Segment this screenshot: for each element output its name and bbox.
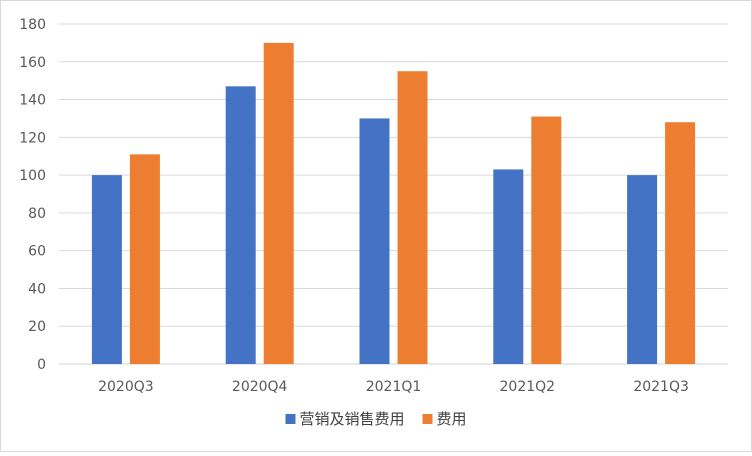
legend-label: 营销及销售费用 — [299, 410, 404, 428]
y-tick-label: 100 — [19, 168, 46, 184]
legend: 营销及销售费用 费用 — [285, 410, 467, 428]
y-tick-label: 120 — [19, 130, 46, 146]
y-axis: 0 20 40 60 80 100 120 140 160 180 — [19, 17, 46, 373]
x-tick-label: 2021Q2 — [500, 379, 556, 395]
y-tick-label: 40 — [28, 281, 46, 297]
bar-series-1-2021q3 — [627, 175, 658, 364]
bar-series-1-2021q2 — [493, 169, 524, 364]
x-tick-label: 2021Q1 — [366, 379, 422, 395]
bar-series-2-2020q3 — [129, 154, 160, 364]
y-tick-label: 140 — [19, 93, 46, 109]
x-tick-label: 2020Q4 — [232, 379, 288, 395]
y-tick-label: 160 — [19, 55, 46, 71]
bars — [91, 42, 696, 365]
y-tick-label: 180 — [19, 17, 46, 33]
bar-series-1-2020q3 — [91, 175, 122, 364]
x-tick-label: 2021Q3 — [633, 379, 689, 395]
bar-series-1-2020q4 — [225, 86, 256, 364]
bar-series-1-2021q1 — [359, 118, 390, 364]
legend-swatch — [422, 414, 433, 424]
y-tick-label: 80 — [28, 206, 46, 222]
legend-swatch — [285, 414, 296, 424]
y-tick-label: 60 — [28, 244, 46, 260]
bar-series-2-2021q3 — [665, 122, 696, 364]
y-tick-label: 0 — [37, 357, 46, 373]
legend-label: 费用 — [437, 410, 467, 428]
bar-series-2-2021q2 — [531, 116, 562, 364]
bar-series-2-2020q4 — [263, 42, 294, 365]
x-tick-label: 2020Q3 — [98, 379, 154, 395]
legend-item: 营销及销售费用 — [285, 410, 405, 428]
gridlines — [59, 23, 728, 365]
bar-series-2-2021q1 — [397, 71, 428, 364]
y-tick-label: 20 — [28, 319, 46, 335]
x-axis: 2020Q3 2020Q4 2021Q1 2021Q2 2021Q3 — [98, 379, 689, 395]
legend-item: 费用 — [422, 410, 467, 428]
